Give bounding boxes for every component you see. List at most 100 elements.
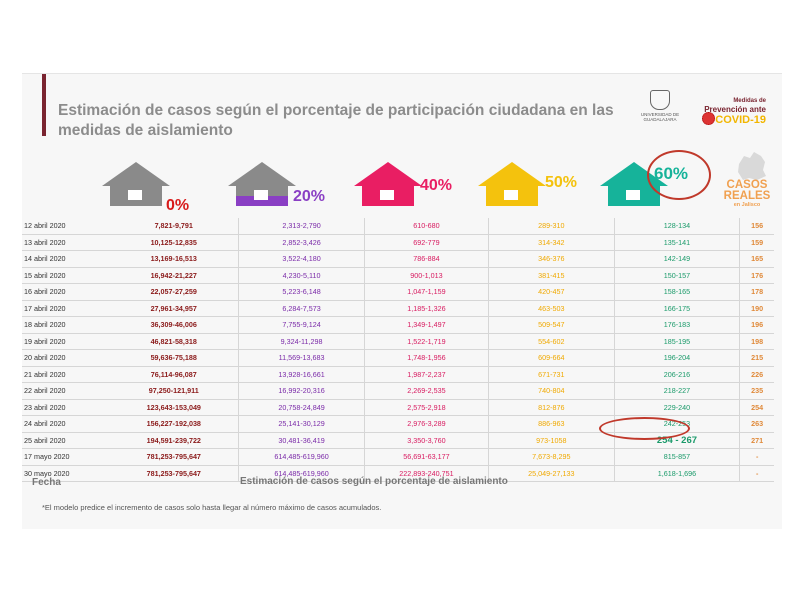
cell-v0: 46,821-58,318 — [109, 333, 239, 350]
cell-v0: 123,643-153,049 — [109, 399, 239, 416]
covid-prevention-logo: Medidas de Prevención ante COVID-19 — [688, 98, 766, 130]
cell-v40: 1,987-2,237 — [364, 366, 489, 383]
cell-v50: 314-342 — [487, 234, 615, 251]
estimation-table: 12 abril 2020 7,821-9,791 2,313-2,790 610-6… — [22, 218, 774, 482]
cell-v60: 185-195 — [613, 333, 740, 350]
cell-v20: 30,481-36,419 — [238, 432, 365, 449]
udg-crest-icon — [650, 90, 670, 110]
covid-logo-line3: COVID-19 — [715, 114, 766, 126]
cell-v50: 886-963 — [487, 415, 615, 433]
cell-v20: 614,485-619,960 — [238, 465, 365, 482]
cell-v40: 610-680 — [364, 218, 489, 235]
covid-logo-line2: Prevención ante — [704, 105, 766, 114]
cell-v40: 222,893-240,751 — [364, 465, 489, 482]
cell-v40: 1,349-1,497 — [364, 316, 489, 334]
cell-v50: 812-876 — [487, 399, 615, 416]
covid-logo-line1: Medidas de — [733, 98, 766, 104]
column-label-40: 40% — [420, 177, 453, 194]
cell-date: 12 abril 2020 — [22, 218, 110, 235]
cell-v60: 206-216 — [613, 366, 740, 383]
cell-v0: 7,821-9,791 — [109, 218, 239, 235]
table-row: 22 abril 2020 97,250-121,911 16,992-20,316… — [22, 382, 774, 400]
cell-v40: 1,047-1,159 — [364, 283, 489, 301]
table-row: 21 abril 2020 76,114-96,087 13,928-16,661 1… — [22, 366, 774, 383]
cell-date: 17 mayo 2020 — [22, 448, 110, 466]
cell-v0: 16,942-21,227 — [109, 267, 239, 284]
table-row: 16 abril 2020 22,057-27,259 5,223-6,148 1,0… — [22, 283, 774, 301]
cell-v0: 10,125-12,835 — [109, 234, 239, 251]
house-icon-20 — [228, 162, 296, 206]
cell-v40: 56,691-63,177 — [364, 448, 489, 466]
cell-real: 215 — [739, 349, 774, 367]
cell-date: 20 abril 2020 — [22, 349, 110, 367]
cell-v60: 196-204 — [613, 349, 740, 367]
cell-date: 14 abril 2020 — [22, 250, 110, 268]
x-axis-label: Estimación de casos según el porcentaje … — [240, 476, 508, 487]
house-icon-40 — [354, 162, 422, 206]
cell-real: 178 — [739, 283, 774, 301]
cell-v20: 16,992-20,316 — [238, 382, 365, 400]
cell-date: 15 abril 2020 — [22, 267, 110, 284]
cell-v50: 381-415 — [487, 267, 615, 284]
cell-v60: 142-149 — [613, 250, 740, 268]
cell-v50: 509-547 — [487, 316, 615, 334]
cell-real: 176 — [739, 267, 774, 284]
row-header-fecha: Fecha — [32, 477, 61, 488]
cell-real: - — [739, 448, 774, 466]
cell-date: 18 abril 2020 — [22, 316, 110, 334]
cell-real: 235 — [739, 382, 774, 400]
cell-date: 13 abril 2020 — [22, 234, 110, 251]
cell-v50: 25,049-27,133 — [487, 465, 615, 482]
table-row: 20 abril 2020 59,636-75,188 11,569-13,683 1… — [22, 349, 774, 367]
cell-v20: 7,755-9,124 — [238, 316, 365, 334]
cell-v50: 973-1058 — [487, 432, 615, 449]
cell-v60: 135-141 — [613, 234, 740, 251]
cell-real: 254 — [739, 399, 774, 416]
cell-v0: 59,636-75,188 — [109, 349, 239, 367]
casos-reales-sublabel: en Jalisco — [733, 202, 761, 208]
cell-v60: 150-157 — [613, 267, 740, 284]
cell-real: 196 — [739, 316, 774, 334]
udg-logo-text: UNIVERSIDAD DE GUADALAJARA — [640, 112, 680, 122]
table-row: 17 abril 2020 27,961-34,957 6,284-7,573 1,1… — [22, 300, 774, 317]
column-label-20: 20% — [293, 188, 326, 205]
cell-date: 17 abril 2020 — [22, 300, 110, 317]
cell-v0: 76,114-96,087 — [109, 366, 239, 383]
cell-date: 23 abril 2020 — [22, 399, 110, 416]
cell-v20: 2,852-3,426 — [238, 234, 365, 251]
cell-v60: 166-175 — [613, 300, 740, 317]
house-icon-0 — [102, 162, 170, 206]
cell-v0: 13,169-16,513 — [109, 250, 239, 268]
house-icon-50 — [478, 162, 546, 206]
table-row: 30 mayo 2020 781,253-795,647 614,485-619,9… — [22, 465, 774, 482]
cell-v20: 4,230-5,110 — [238, 267, 365, 284]
cell-v0: 27,961-34,957 — [109, 300, 239, 317]
cell-real: 263 — [739, 415, 774, 433]
cell-real: 156 — [739, 218, 774, 235]
cell-real: - — [739, 465, 774, 482]
casos-reales-header: CASOS REALES en Jalisco — [720, 179, 774, 209]
accent-bar — [42, 74, 46, 136]
table-row: 18 abril 2020 36,309-46,006 7,755-9,124 1,3… — [22, 316, 774, 334]
cell-v20: 614,485-619,960 — [238, 448, 365, 466]
cell-v40: 786-884 — [364, 250, 489, 268]
jalisco-map-icon — [738, 152, 766, 180]
cell-date: 24 abril 2020 — [22, 415, 110, 433]
table-row: 13 abril 2020 10,125-12,835 2,852-3,426 692… — [22, 234, 774, 251]
house-icon-60 — [600, 162, 668, 206]
cell-v20: 20,758-24,849 — [238, 399, 365, 416]
cell-v50: 671-731 — [487, 366, 615, 383]
casos-reales-label: CASOS REALES — [723, 179, 771, 202]
cell-v40: 2,575-2,918 — [364, 399, 489, 416]
cell-v40: 1,748-1,956 — [364, 349, 489, 367]
cell-real: 226 — [739, 366, 774, 383]
column-label-0: 0% — [166, 197, 190, 214]
cell-v40: 1,185-1,326 — [364, 300, 489, 317]
cell-v20: 13,928-16,661 — [238, 366, 365, 383]
cell-v40: 900-1,013 — [364, 267, 489, 284]
cell-v60: 1,618-1,696 — [613, 465, 740, 482]
column-label-50: 50% — [545, 174, 578, 191]
cell-date: 21 abril 2020 — [22, 366, 110, 383]
udg-logo: UNIVERSIDAD DE GUADALAJARA — [638, 90, 682, 130]
cell-v60: 176-183 — [613, 316, 740, 334]
